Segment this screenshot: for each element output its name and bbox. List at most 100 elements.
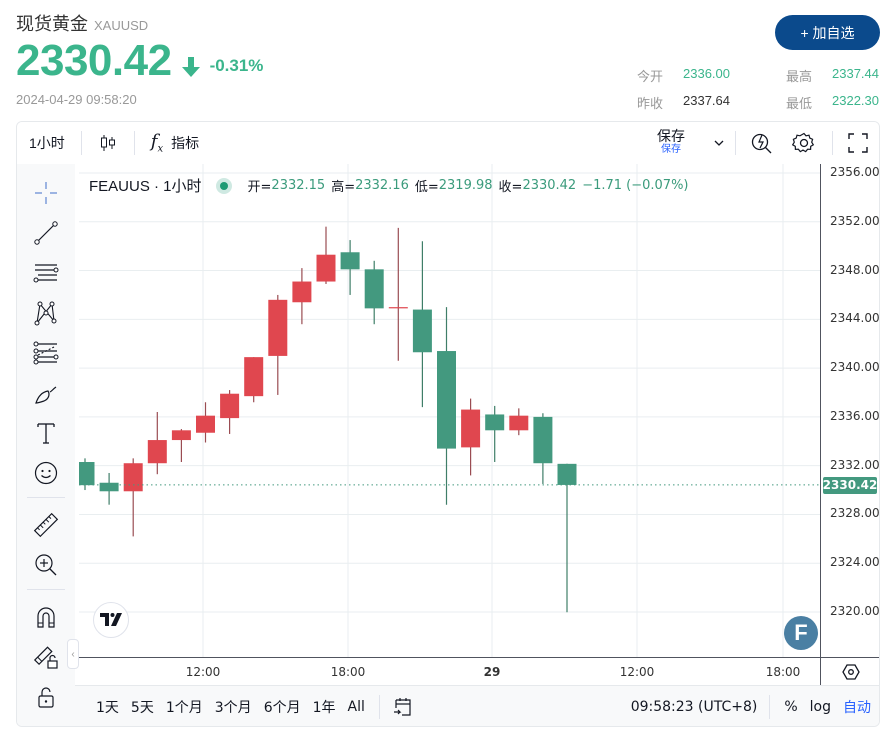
save-dropdown-button[interactable]: [713, 137, 725, 149]
collapse-toolbar-button[interactable]: ‹: [67, 639, 79, 669]
fullscreen-button[interactable]: [847, 132, 869, 154]
emoji-tool[interactable]: [31, 458, 61, 488]
calendar-goto-icon: [393, 697, 411, 716]
instrument-title: 现货黄金: [16, 14, 88, 34]
clock[interactable]: 09:58:23 (UTC+8): [630, 698, 758, 715]
quote-header: 现货黄金 XAUUSD 2330.42 -0.31% 2024-04-29 09…: [0, 0, 889, 118]
zoom-in-icon: [35, 554, 57, 576]
price-axis-label: 2324.00: [830, 555, 880, 570]
settings-button[interactable]: [792, 131, 816, 155]
range-6m[interactable]: 6个月: [263, 699, 301, 716]
price-axis-label: 2320.00: [830, 604, 880, 618]
price-axis-label: 2332.00: [830, 457, 880, 472]
auto-scale-toggle[interactable]: 自动: [843, 699, 871, 716]
toolbar-divider: [133, 131, 135, 155]
range-1y[interactable]: 1年: [312, 699, 336, 716]
legend-low-key: 低=: [414, 180, 439, 195]
bar-divider: [378, 694, 380, 719]
legend-high-key: 高=: [331, 180, 356, 195]
range-3m[interactable]: 3个月: [214, 699, 252, 716]
time-axis-label: 18:00: [765, 665, 801, 679]
magnet-icon: [37, 607, 55, 628]
time-axis-label: 29: [483, 665, 501, 679]
brush-tool[interactable]: [31, 378, 61, 408]
last-price-tag: 2330.42: [822, 476, 878, 494]
tradingview-icon: [100, 613, 122, 626]
crosshair-tool[interactable]: [31, 178, 61, 208]
price-axis-label: 2356.00: [830, 165, 880, 179]
indicators-button[interactable]: fx 指标: [151, 131, 199, 155]
chart-type-button[interactable]: [98, 133, 118, 153]
time-axis-label: 18:00: [330, 665, 366, 679]
chevron-left-icon: ‹: [71, 648, 75, 660]
lock-tool[interactable]: [31, 682, 61, 712]
horizontal-lines-tool[interactable]: [31, 258, 61, 288]
indicators-label: 指标: [171, 135, 200, 151]
magnet-tool[interactable]: [31, 602, 61, 632]
lock-drawings-tool[interactable]: [31, 642, 61, 672]
fibonacci-icon: [33, 341, 59, 365]
text-tool[interactable]: [31, 418, 61, 448]
time-axis-label: 12:00: [619, 665, 655, 679]
range-bar: 1天 5天 1个月 3个月 6个月 1年 All 09:58:23 (UTC+8…: [75, 685, 879, 726]
save-sublabel: 保存: [661, 144, 681, 155]
chevron-down-icon: [714, 140, 724, 146]
axis-settings-button[interactable]: [820, 657, 879, 685]
price-axis-label: 2336.00: [830, 408, 880, 423]
tool-divider: [27, 497, 65, 498]
smiley-icon: [34, 461, 58, 485]
save-label: 保存: [657, 128, 685, 144]
percent-scale-toggle[interactable]: %: [784, 698, 798, 715]
crosshair-icon: [35, 182, 57, 204]
log-scale-toggle[interactable]: log: [809, 698, 831, 715]
add-to-watchlist-button[interactable]: + 加自选: [775, 15, 880, 50]
price-axis-label: 2344.00: [830, 311, 880, 326]
legend-close: 2330.42: [522, 178, 577, 193]
ohlc-legend: FEAUUS · 1小时 开= 2332.15 高= 2332.16 低= 2319.…: [89, 175, 689, 196]
fullscreen-icon: [848, 133, 868, 153]
time-axis-label: 12:00: [185, 665, 221, 679]
pattern-icon: [34, 301, 57, 326]
chart-plot-area[interactable]: FEAUUS · 1小时 开= 2332.15 高= 2332.16 低= 2319.…: [75, 164, 820, 657]
measure-tool[interactable]: [31, 510, 61, 540]
ruler-icon: [33, 512, 59, 538]
pencil-lock-icon: [33, 646, 58, 669]
legend-high: 2332.16: [355, 178, 409, 193]
legend-change: −1.71 (−0.07%): [582, 178, 689, 193]
drawing-toolbar: [17, 164, 75, 726]
brand-f-logo: F: [784, 616, 818, 650]
pattern-tool[interactable]: [31, 298, 61, 328]
legend-low: 2319.98: [438, 178, 493, 193]
trend-line-icon: [34, 221, 58, 245]
unlock-icon: [38, 687, 54, 708]
price-axis-label: 2348.00: [830, 262, 880, 277]
toolbar-divider: [735, 131, 736, 155]
quick-search-button[interactable]: [750, 131, 774, 155]
toolbar-divider: [832, 131, 833, 155]
last-price: 2330.42: [16, 36, 172, 85]
fib-tool[interactable]: [31, 338, 61, 368]
trend-line-tool[interactable]: [31, 218, 61, 248]
toolbar-divider: [80, 131, 82, 155]
tradingview-logo[interactable]: [93, 602, 129, 638]
text-icon: [37, 423, 55, 444]
zoom-in-tool[interactable]: [31, 550, 61, 580]
gear-icon: [792, 132, 815, 153]
price-axis[interactable]: 2330.42 2356.00 2352.00 2348.00 2344.00 2340…: [820, 164, 880, 657]
bar-divider: [769, 694, 771, 719]
instrument-symbol: XAUUSD: [94, 18, 149, 33]
lightning-search-icon: [751, 133, 772, 154]
go-to-date-button[interactable]: [392, 696, 414, 718]
candlestick-chart: [75, 164, 820, 657]
price-axis-label: 2352.00: [830, 213, 880, 228]
range-1m[interactable]: 1个月: [165, 699, 203, 716]
range-5d[interactable]: 5天: [130, 699, 154, 716]
time-axis[interactable]: 12:00 18:00 29 12:00 18:00: [79, 657, 820, 685]
price-axis-label: 2340.00: [830, 360, 880, 375]
interval-selector[interactable]: 1小时: [29, 135, 65, 151]
price-axis-label: 2328.00: [830, 506, 880, 521]
legend-symbol: FEAUUS · 1小时: [89, 178, 202, 195]
range-all[interactable]: All: [347, 698, 365, 715]
save-button[interactable]: 保存 保存: [657, 128, 685, 156]
range-1d[interactable]: 1天: [96, 699, 119, 716]
